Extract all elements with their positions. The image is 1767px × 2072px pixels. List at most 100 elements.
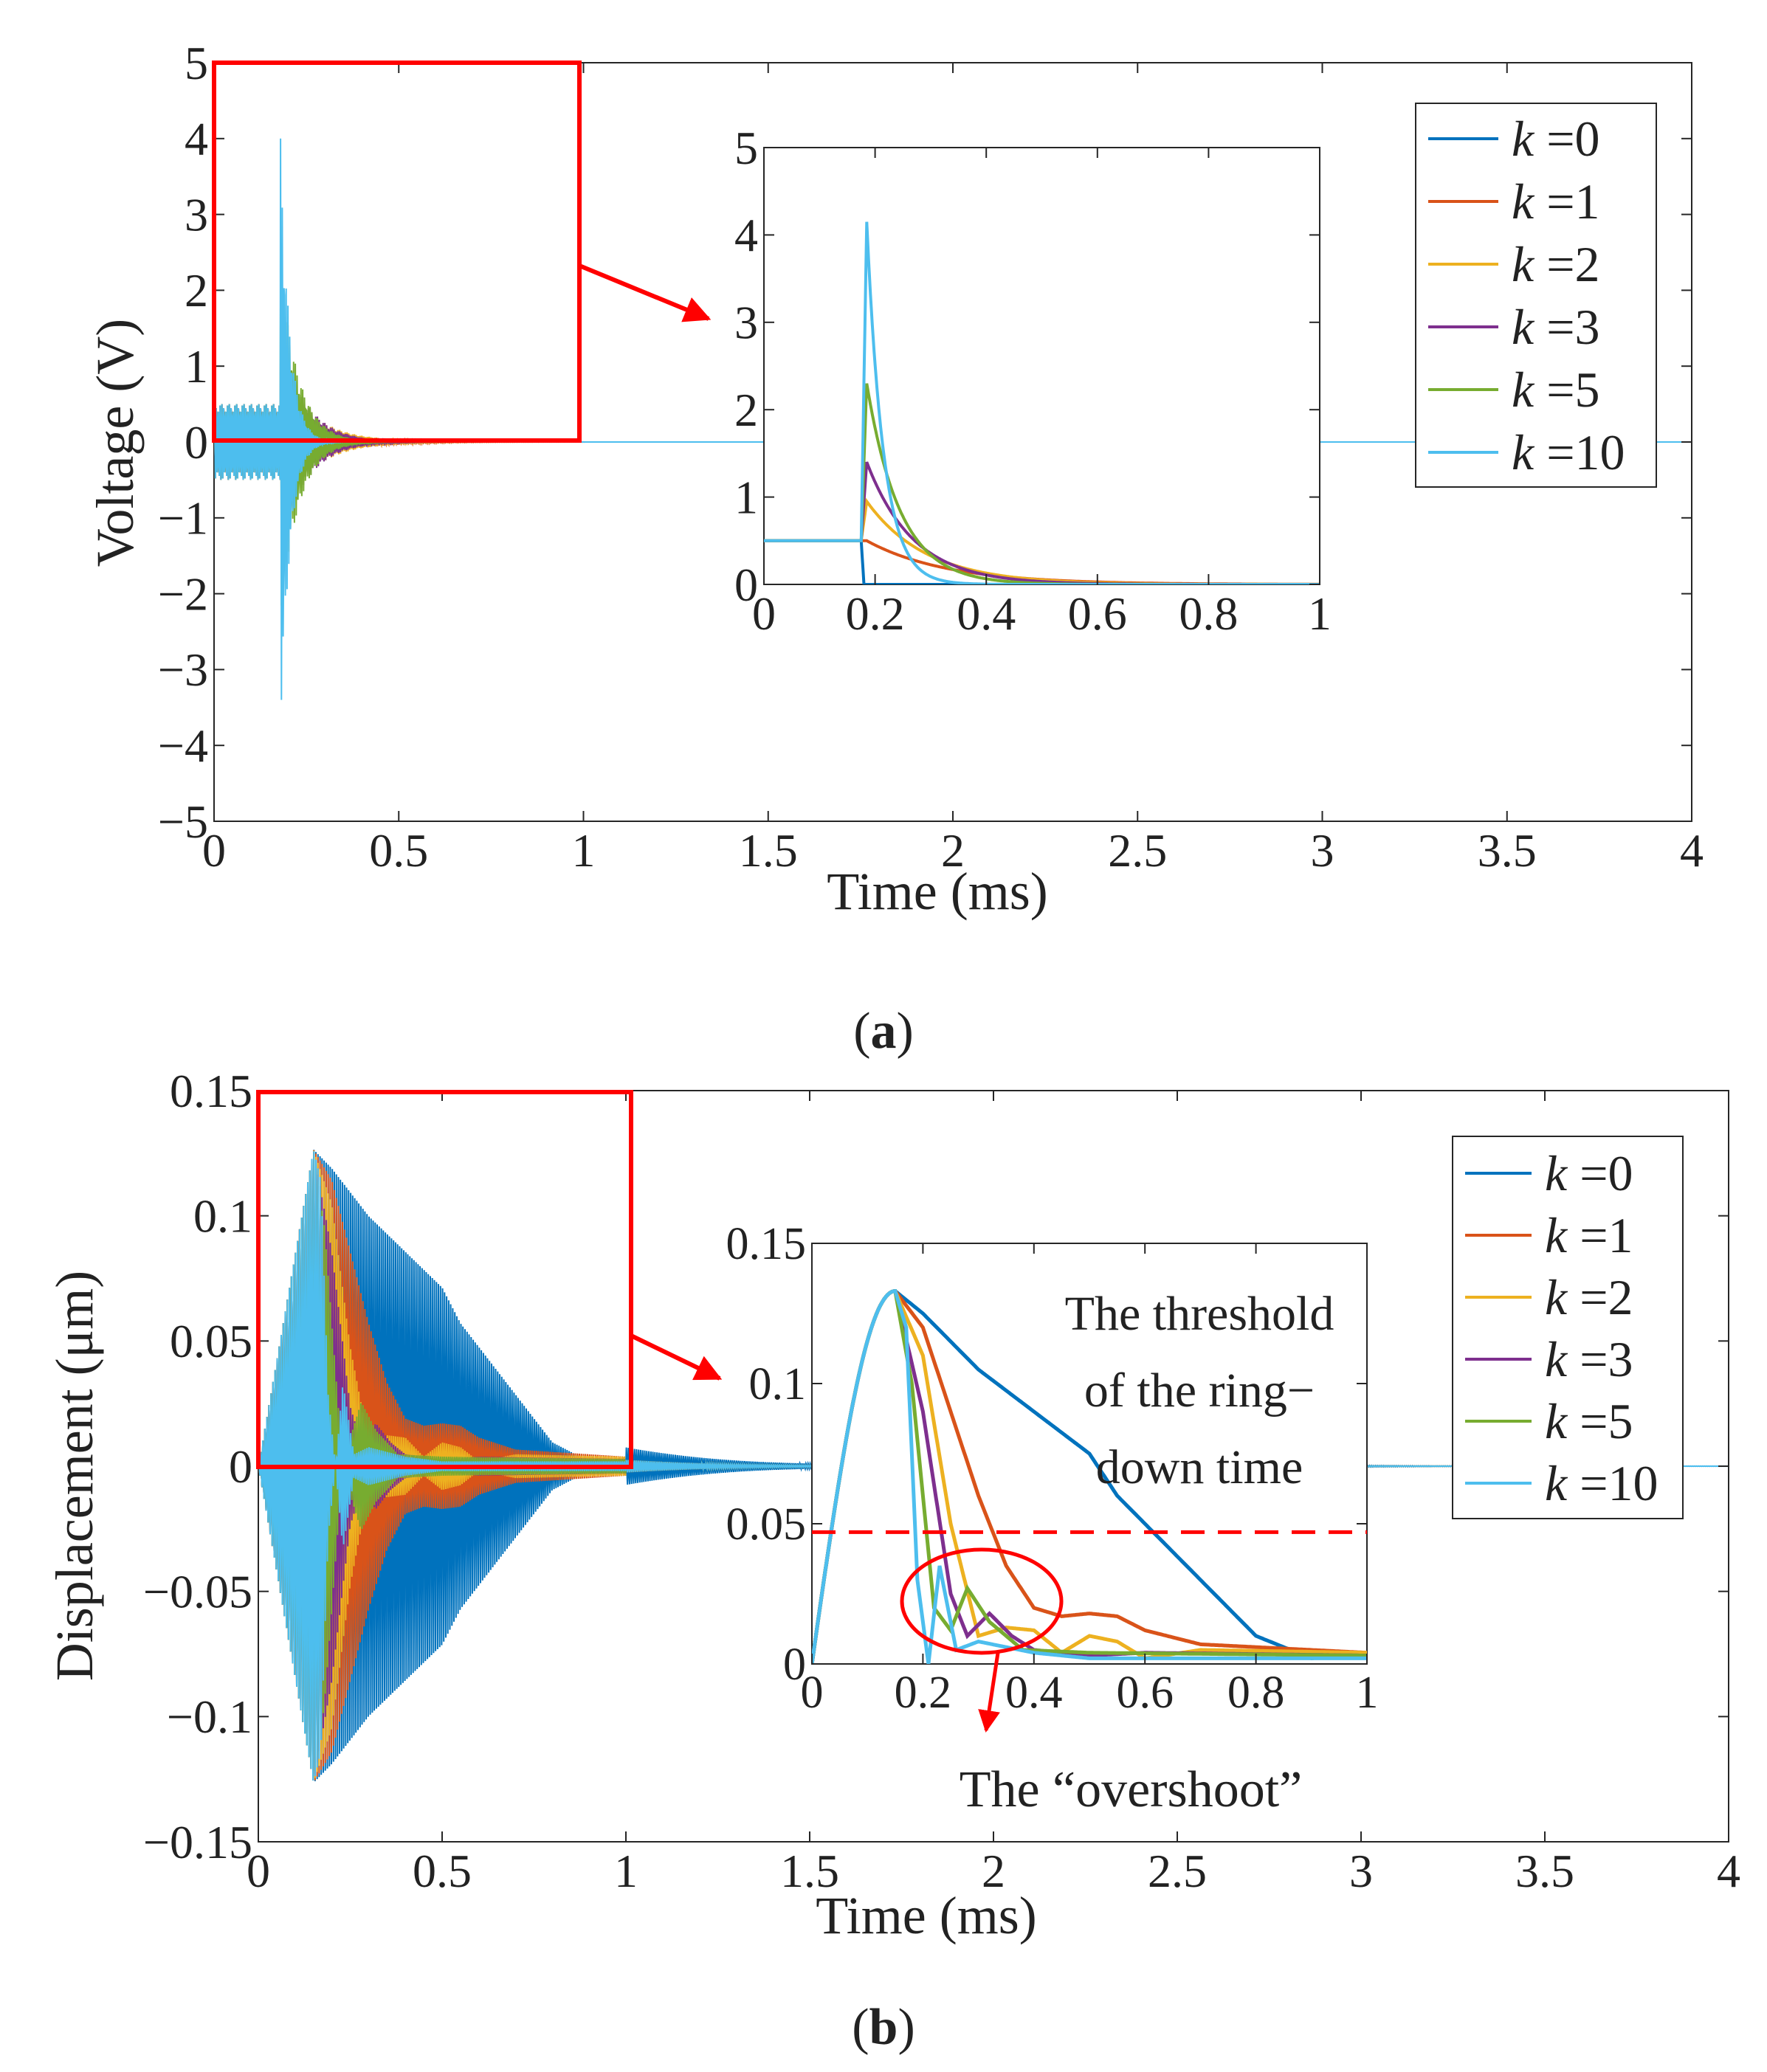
panel-b-xtick-label: 1 xyxy=(614,1845,638,1897)
panel-a-ytick-label: −3 xyxy=(158,643,208,696)
threshold-annotation-line1: The threshold xyxy=(1065,1287,1334,1341)
panel-b-ticks: 0 0.5 1 1.5 2 2.5 3 3.5 4 0.15 0.1 0.05 0 −0.05 −0.1 −0… xyxy=(143,1065,1740,1897)
panel-a-ytick-label: 5 xyxy=(185,37,208,89)
panel-b-ytick-label: 0.15 xyxy=(170,1065,252,1117)
panel-a-ytick-label: 2 xyxy=(185,264,208,317)
panel-a-legend-box xyxy=(1415,103,1657,488)
panel-a-inset-ytick-label: 0 xyxy=(734,559,758,611)
panel-b-inset: 0 0.2 0.4 0.6 0.8 1 0.15 0.1 0.05 0 The threshold… xyxy=(726,1219,1379,1818)
panel-a-ytick-label: −2 xyxy=(158,567,208,620)
panel-a-ytick-label: 3 xyxy=(185,188,208,241)
panel-b-inset-ytick-label: 0.05 xyxy=(726,1499,807,1550)
overshoot-annotation: The “overshoot” xyxy=(960,1761,1303,1818)
panel-a-inset-ytick-label: 2 xyxy=(734,384,758,436)
panel-b-zoom-box xyxy=(256,1090,633,1469)
panel-a-ytick-label: −4 xyxy=(158,719,208,772)
panel-a-ylabel: Voltage (V) xyxy=(86,319,145,567)
panel-b-overshoot-arrow xyxy=(978,1652,1000,1733)
panel-a-inset-ytick-label: 1 xyxy=(734,471,758,523)
panel-a-ytick-label: −5 xyxy=(158,795,208,848)
panel-b-inset-line-k0 xyxy=(812,1289,1367,1664)
panel-b-xtick-label: 0 xyxy=(247,1845,270,1897)
panel-a-inset: 0 0.2 0.4 0.6 0.8 1 5 4 3 2 1 0 xyxy=(734,122,1332,640)
panel-b-xtick-label: 1.5 xyxy=(780,1845,839,1897)
panel-b-inset-series xyxy=(812,1288,1367,1664)
panel-a-inset-xtick-label: 0.2 xyxy=(846,587,905,640)
panel-a-xtick-label: 1 xyxy=(572,824,596,877)
panel-a-zoom-box xyxy=(212,61,582,443)
panel-a-ytick-label: 0 xyxy=(185,416,208,469)
panel-a-xtick-label: 1.5 xyxy=(739,824,798,877)
legend-label-k1: k =1 xyxy=(1545,1207,1633,1263)
panel-b-inset-xtick-label: 0.4 xyxy=(1005,1668,1063,1718)
panel-b-legend-box xyxy=(1452,1136,1684,1519)
panel-a-legend: k =0 k =1 k =2 k =3 k =5 k =10 xyxy=(1415,103,1657,488)
panel-a-zoom-arrow xyxy=(578,263,712,322)
panel-a-inset-xtick-label: 1 xyxy=(1308,587,1332,640)
panel-b-ytick-label: 0.1 xyxy=(193,1189,252,1242)
legend-label-k2: k =2 xyxy=(1512,236,1600,292)
panel-a-xtick-label: 0.5 xyxy=(369,824,428,877)
panel-a-caption: (a) xyxy=(853,1003,914,1060)
panel-a-ytick-label: −1 xyxy=(158,492,208,545)
panel-b-ytick-label: 0.05 xyxy=(170,1315,252,1367)
threshold-annotation-line3: down time xyxy=(1096,1440,1303,1494)
panel-a-inset-ticks: 0 0.2 0.4 0.6 0.8 1 5 4 3 2 1 0 xyxy=(734,122,1332,640)
panel-b-inset-xtick-label: 0.2 xyxy=(895,1668,952,1718)
panel-b-ytick-label: −0.15 xyxy=(143,1816,252,1868)
panel-a-xtick-label: 3 xyxy=(1311,824,1334,877)
panel-a-inset-xtick-label: 0.8 xyxy=(1179,587,1238,640)
panel-a-xtick-label: 2 xyxy=(941,824,965,877)
panel-b-inset-ytick-label: 0.1 xyxy=(749,1359,807,1409)
panel-a-inset-xtick-label: 0.4 xyxy=(957,587,1016,640)
legend-label-k3: k =3 xyxy=(1512,299,1600,355)
panel-a-inset-series xyxy=(764,221,1320,584)
panel-a-inset-ytick-label: 3 xyxy=(734,297,758,349)
panel-a-ytick-label: 1 xyxy=(185,340,208,393)
panel-b-xtick-label: 2.5 xyxy=(1148,1845,1207,1897)
legend-label-k10: k =10 xyxy=(1545,1455,1658,1511)
panel-a-xlabel: Time (ms) xyxy=(827,862,1047,921)
panel-a-inset-box xyxy=(763,147,1320,585)
panel-b-xtick-label: 4 xyxy=(1717,1845,1740,1897)
panel-b-inset-ticks: 0 0.2 0.4 0.6 0.8 1 0.15 0.1 0.05 0 xyxy=(726,1219,1379,1718)
panel-b-inset-ytick-label: 0 xyxy=(783,1640,806,1690)
panel-a-xtick-label: 2.5 xyxy=(1108,824,1167,877)
threshold-annotation-line2: of the ring− xyxy=(1084,1364,1315,1417)
legend-label-k0: k =0 xyxy=(1512,111,1600,167)
panel-b-xtick-label: 0.5 xyxy=(413,1845,472,1897)
panel-b-ylabel: Displacement (μm) xyxy=(45,1271,104,1681)
legend-label-k10: k =10 xyxy=(1512,424,1625,480)
panel-b-ytick-label: 0 xyxy=(229,1440,252,1493)
panel-b: 0 0.5 1 1.5 2 2.5 3 3.5 4 0.15 0.1 0.05 0 −0.05 −0.1 −0… xyxy=(45,1065,1740,2056)
panel-a-inset-ytick-label: 4 xyxy=(734,209,758,261)
panel-b-overshoot-ellipse xyxy=(900,1547,1064,1655)
panel-b-xtick-label: 2 xyxy=(982,1845,1005,1897)
panel-a: 0 0.5 1 1.5 2 2.5 3 3.5 4 5 4 3 2 1 0 −1 −2 −3 −4 −5 Time (… xyxy=(86,37,1704,1060)
panel-a-xtick-label: 0 xyxy=(202,824,226,877)
legend-label-k1: k =1 xyxy=(1512,173,1600,229)
panel-a-xtick-label: 4 xyxy=(1680,824,1704,877)
panel-b-ytick-label: −0.1 xyxy=(167,1691,252,1743)
legend-label-k2: k =2 xyxy=(1545,1269,1633,1325)
legend-label-k5: k =5 xyxy=(1545,1393,1633,1449)
panel-b-inset-line-k1 xyxy=(812,1289,1367,1664)
panel-a-inset-line-k10 xyxy=(764,221,1320,584)
panel-b-legend: k =0 k =1 k =2 k =3 k =5 k =10 xyxy=(1452,1136,1684,1519)
panel-b-caption: (b) xyxy=(852,1999,915,2056)
panel-b-xtick-label: 3 xyxy=(1349,1845,1373,1897)
panel-a-xtick-label: 3.5 xyxy=(1478,824,1537,877)
panel-b-inset-xtick-label: 0.8 xyxy=(1227,1668,1285,1718)
panel-b-xtick-label: 3.5 xyxy=(1515,1845,1574,1897)
panel-b-inset-xtick-label: 0.6 xyxy=(1116,1668,1174,1718)
panel-a-inset-xtick-label: 0.6 xyxy=(1068,587,1127,640)
panel-a-ticks: 0 0.5 1 1.5 2 2.5 3 3.5 4 5 4 3 2 1 0 −1 −2 −3 −4 −5 xyxy=(158,37,1704,877)
panel-b-inset-xtick-label: 0 xyxy=(801,1668,824,1718)
panel-b-zoom-arrow xyxy=(630,1333,723,1381)
panel-b-xlabel: Time (ms) xyxy=(816,1886,1036,1945)
panel-b-inset-line-k10 xyxy=(812,1288,1367,1664)
panel-b-inset-line-k5 xyxy=(812,1288,1367,1664)
legend-label-k5: k =5 xyxy=(1512,362,1600,418)
panel-b-inset-ytick-label: 0.15 xyxy=(726,1219,807,1269)
